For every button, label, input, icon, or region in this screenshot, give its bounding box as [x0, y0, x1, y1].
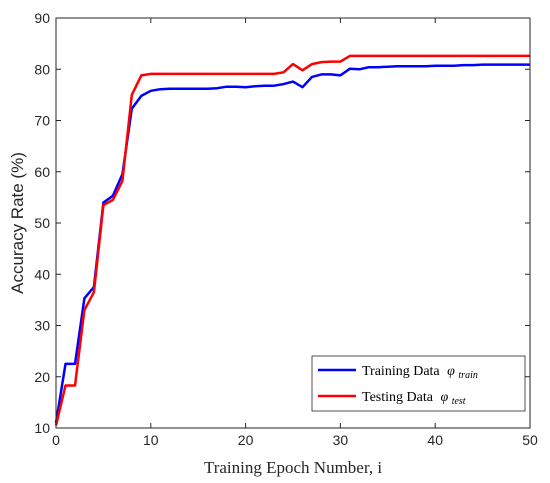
x-tick-label: 10 [143, 432, 159, 448]
y-tick-label: 40 [34, 266, 50, 282]
x-tick-label: 50 [522, 432, 538, 448]
ticks-layer [55, 17, 531, 429]
legend-symbol-training: φ [447, 364, 455, 379]
y-tick-label: 10 [34, 420, 50, 436]
y-axis-title: Accuracy Rate (%) [8, 152, 27, 294]
legend: Training Data φ train Testing Data φ tes… [311, 355, 526, 412]
x-tick-label: 20 [238, 432, 254, 448]
legend-symbol-testing: φ [440, 390, 448, 405]
y-tick-label: 20 [34, 369, 50, 385]
legend-box [311, 355, 526, 412]
x-tick-label: 40 [427, 432, 443, 448]
series-line-training-data [54, 63, 530, 424]
y-tick-label: 60 [34, 164, 50, 180]
x-axis-title: Training Epoch Number, i [204, 458, 382, 477]
legend-entry-testing: Testing Data φ test [362, 390, 466, 407]
x-tick-label: 30 [333, 432, 349, 448]
y-tick-label: 70 [34, 113, 50, 129]
legend-entry-training: Training Data φ train [362, 364, 478, 381]
y-tick-label: 30 [34, 318, 50, 334]
x-tick-label: 0 [52, 432, 60, 448]
series-layer [54, 54, 530, 426]
y-tick-label: 90 [34, 10, 50, 26]
series-line-testing-data [54, 54, 530, 426]
legend-subscript-training: train [458, 370, 477, 381]
y-tick-label: 80 [34, 61, 50, 77]
legend-subscript-testing: test [452, 396, 466, 407]
legend-label-testing: Testing Data [362, 390, 434, 405]
y-tick-labels: 10 20 30 40 50 60 70 80 90 [34, 10, 50, 436]
legend-label-training: Training Data [362, 364, 440, 379]
x-tick-labels: 0 10 20 30 40 50 [52, 432, 538, 448]
y-tick-label: 50 [34, 215, 50, 231]
